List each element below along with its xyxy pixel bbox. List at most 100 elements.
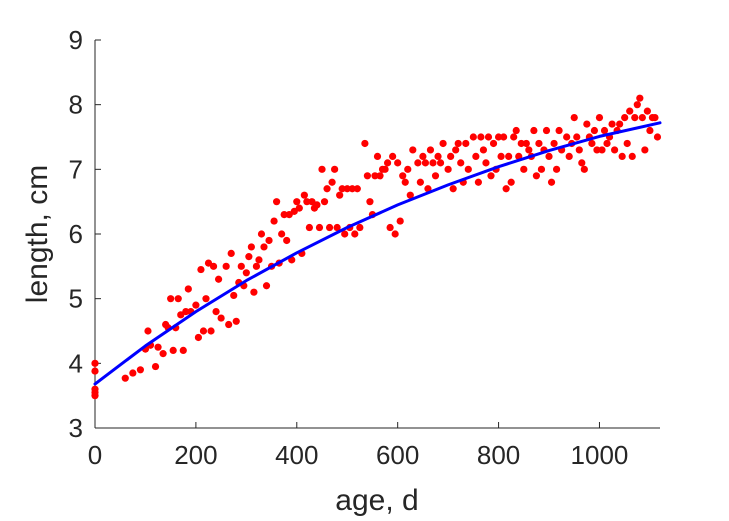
data-point — [136, 366, 145, 374]
data-point — [598, 146, 606, 154]
data-point — [265, 236, 273, 245]
data-point — [333, 223, 341, 232]
data-point — [245, 253, 253, 261]
x-tick-label: 800 — [477, 440, 520, 470]
data-point — [462, 139, 470, 148]
data-point — [194, 333, 203, 342]
data-point — [626, 107, 634, 115]
data-point — [464, 165, 472, 173]
data-point — [313, 201, 321, 209]
data-point — [151, 362, 160, 371]
data-point — [237, 262, 245, 270]
data-point — [653, 133, 662, 141]
data-point — [646, 126, 654, 135]
data-point — [618, 152, 626, 160]
data-point — [376, 172, 384, 180]
data-point — [439, 139, 447, 148]
data-point — [348, 185, 356, 193]
fit-curve — [93, 121, 662, 386]
data-point — [341, 230, 349, 238]
data-point — [580, 165, 588, 173]
data-point — [242, 269, 250, 277]
data-point — [323, 185, 331, 193]
data-point — [305, 223, 313, 232]
data-point — [91, 359, 99, 367]
data-point — [497, 152, 505, 160]
data-point — [273, 198, 281, 206]
data-point — [222, 262, 230, 270]
data-point — [600, 126, 609, 135]
data-point — [421, 159, 430, 167]
y-tick-label: 9 — [69, 25, 83, 55]
data-point — [179, 346, 187, 354]
data-point — [399, 172, 407, 180]
data-point — [454, 139, 462, 148]
data-point — [489, 139, 498, 148]
data-point — [575, 146, 583, 154]
data-point — [547, 178, 556, 186]
data-point — [532, 172, 541, 180]
y-axis: 3 4 5 6 7 8 9 — [69, 25, 101, 443]
data-point — [144, 327, 152, 335]
data-point — [643, 107, 651, 115]
data-point — [578, 159, 586, 167]
data-point — [394, 159, 402, 167]
data-point — [628, 152, 636, 160]
data-point — [270, 217, 278, 225]
data-point — [552, 165, 561, 173]
data-point — [414, 159, 422, 167]
y-tick-label: 8 — [69, 90, 83, 120]
data-point — [426, 146, 435, 154]
data-points — [91, 94, 662, 400]
data-point — [159, 350, 167, 358]
data-point — [121, 374, 129, 382]
data-point — [255, 256, 263, 264]
data-point — [444, 165, 452, 173]
data-point — [383, 159, 392, 167]
data-point — [214, 275, 223, 283]
data-point — [262, 282, 271, 290]
data-point — [389, 152, 397, 160]
data-point — [361, 139, 369, 148]
data-point — [295, 204, 303, 212]
data-point — [449, 185, 457, 193]
data-point — [636, 94, 644, 102]
data-point — [484, 133, 493, 141]
data-point — [603, 139, 611, 148]
data-point — [588, 139, 596, 148]
data-point — [573, 133, 581, 141]
data-point — [550, 139, 558, 148]
data-point — [436, 159, 445, 167]
data-point — [217, 314, 225, 322]
data-point — [431, 172, 440, 180]
data-point — [542, 126, 551, 135]
data-point — [303, 198, 311, 206]
data-point — [199, 327, 208, 335]
x-tick-label: 1000 — [571, 440, 629, 470]
data-point — [565, 152, 573, 160]
data-point — [487, 172, 495, 180]
data-point — [593, 146, 601, 154]
data-point — [197, 265, 205, 274]
data-point — [154, 343, 162, 351]
data-point — [182, 308, 190, 316]
data-point — [293, 198, 301, 206]
data-point — [608, 120, 616, 128]
x-tick-label: 400 — [275, 440, 318, 470]
data-point — [343, 185, 351, 193]
data-point — [623, 139, 631, 148]
data-point — [328, 178, 336, 186]
data-point — [631, 114, 639, 122]
data-point — [225, 320, 233, 329]
data-point — [507, 178, 515, 186]
y-tick-label: 6 — [69, 219, 83, 249]
data-point — [129, 369, 137, 377]
data-point — [227, 249, 235, 257]
data-point — [472, 152, 480, 160]
data-point — [260, 243, 268, 251]
data-point — [184, 285, 192, 293]
y-tick-label: 5 — [69, 284, 83, 314]
data-point — [169, 346, 177, 354]
data-point — [555, 126, 563, 135]
data-point — [371, 172, 379, 180]
